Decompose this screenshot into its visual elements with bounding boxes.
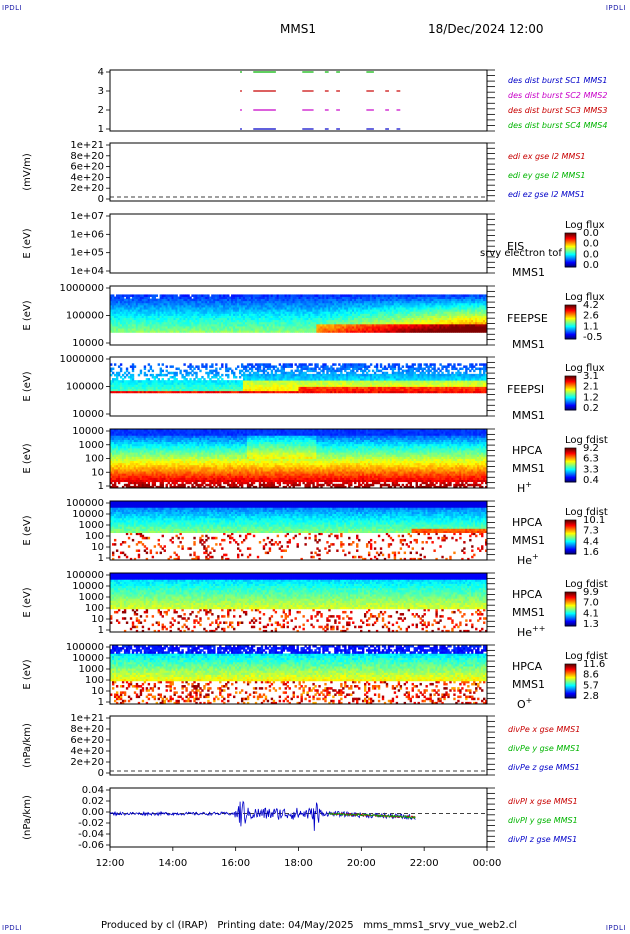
eis-sc-label: MMS1 <box>512 266 545 279</box>
eis-y-tick-label: 1e+04 <box>70 266 104 277</box>
edi-y-tick-label: 4e+20 <box>70 172 104 183</box>
eis-overlay-text: srvy electron tof <box>480 248 562 259</box>
burst-panel-frame <box>110 70 487 131</box>
eis-colorbar-tick: 0.0 <box>583 228 599 239</box>
edi-y-tick-label: 8e+20 <box>70 151 104 162</box>
x-tick-label: 12:00 <box>96 858 125 869</box>
eis-y-tick-label: 1e+05 <box>70 248 104 259</box>
stacked-panel-plot: 12:00 14:00 16:00 18:00 20:00 22:00 00:00 1 2 3 4 d… <box>0 0 630 934</box>
burst-legend-3: des dist burst SC4 MMS4 <box>508 121 607 130</box>
eis-y-tick-label: 1e+06 <box>70 229 104 240</box>
x-tick-label: 22:00 <box>410 858 439 869</box>
eis-colorbar-tick: 0.0 <box>583 239 599 250</box>
edi-y-tick-label: 2e+20 <box>70 183 104 194</box>
edi-y-tick-label: 0 <box>98 194 104 205</box>
x-tick-label: 20:00 <box>347 858 376 869</box>
feeps-e-cell <box>156 294 158 297</box>
edi-y-tick-label: 1e+21 <box>70 140 104 151</box>
x-tick-label: 14:00 <box>158 858 187 869</box>
edi-y-tick-label: 6e+20 <box>70 162 104 173</box>
burst-y-tick-label: 1 <box>98 124 104 135</box>
eis-y-tick-label: 1e+07 <box>70 211 104 222</box>
eis-y-label: E (eV) <box>22 228 33 258</box>
edi-legend-2: edi ez gse l2 MMS1 <box>508 190 585 199</box>
eis-colorbar-tick: 0.0 <box>583 249 599 260</box>
burst-y-tick-label: 3 <box>98 86 104 97</box>
x-tick-label: 16:00 <box>221 858 250 869</box>
edi-legend-1: edi ey gse l2 MMS1 <box>508 171 586 180</box>
eis-colorbar-swatch <box>565 233 576 236</box>
burst-y-tick-label: 2 <box>98 105 104 116</box>
eis-colorbar-tick: 0.0 <box>583 260 599 271</box>
burst-legend-2: des dist burst SC3 MMS3 <box>508 106 607 115</box>
feeps-e-heatmap <box>110 294 487 332</box>
burst-y-tick-label: 4 <box>98 67 104 78</box>
edi-y-label: (mV/m) <box>22 153 33 191</box>
x-tick-label: 18:00 <box>284 858 313 869</box>
eis-panel-frame <box>110 214 487 273</box>
burst-legend-0: des dist burst SC1 MMS1 <box>508 76 607 85</box>
edi-legend-0: edi ex gse l2 MMS1 <box>508 152 586 161</box>
burst-legend-1: des dist burst SC2 MMS2 <box>508 91 607 100</box>
edi-panel-frame <box>110 143 487 201</box>
x-tick-label: 00:00 <box>473 858 502 869</box>
